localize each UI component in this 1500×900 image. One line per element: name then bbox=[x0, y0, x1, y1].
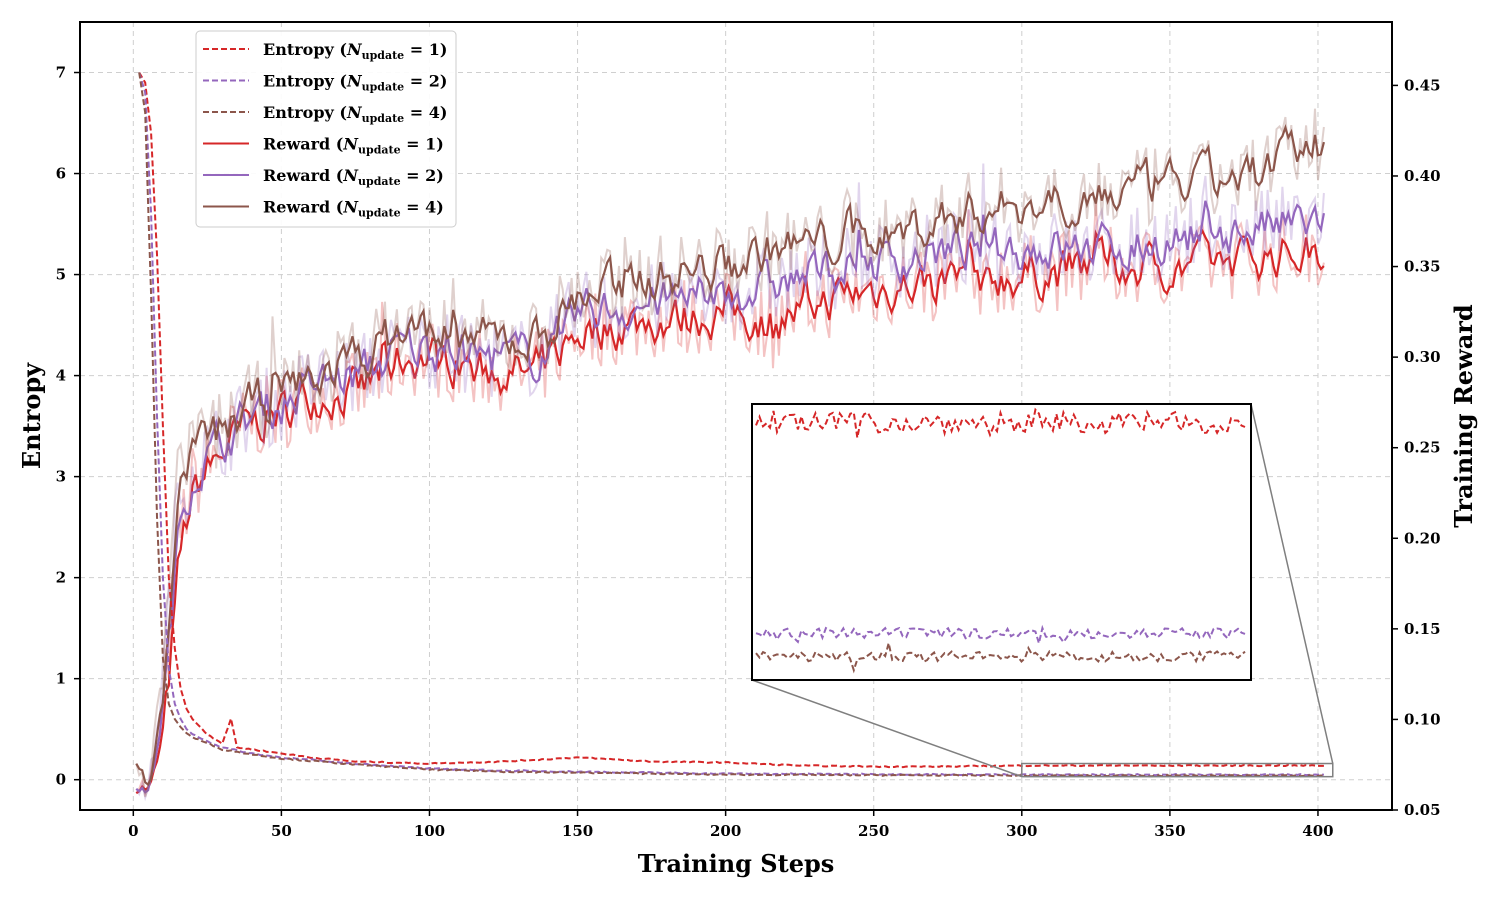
right-axis-title: Training Reward bbox=[1449, 304, 1478, 528]
right-axis-ticks: 0.05 0.10 0.15 0.20 0.25 0.30 0.35 0.40 0.45 bbox=[1392, 76, 1441, 819]
reward-smoothed-line bbox=[135, 124, 1325, 787]
right-tick-label: 0.40 bbox=[1404, 167, 1441, 185]
left-tick-label: 0 bbox=[56, 771, 66, 789]
inset-entropy-line bbox=[755, 624, 1246, 648]
right-tick-label: 0.10 bbox=[1404, 710, 1441, 728]
zoom-source-box bbox=[1021, 762, 1334, 778]
right-tick-label: 0.20 bbox=[1404, 529, 1441, 547]
plot-frame bbox=[79, 21, 1393, 811]
reward-smoothed-line bbox=[135, 228, 1325, 795]
left-tick-label: 1 bbox=[56, 670, 66, 688]
right-tick-label: 0.05 bbox=[1404, 801, 1441, 819]
right-tick-label: 0.35 bbox=[1404, 258, 1441, 276]
entropy-series-group bbox=[138, 71, 1324, 778]
inset-entropy-line bbox=[755, 407, 1246, 438]
legend: Entropy (Nupdate = 1) Entropy (Nupdate = … bbox=[195, 30, 457, 228]
right-tick-label: 0.25 bbox=[1404, 439, 1441, 457]
zoom-connector-line bbox=[751, 679, 1023, 778]
zoom-connector-line bbox=[1250, 403, 1334, 764]
right-tick-label: 0.15 bbox=[1404, 620, 1441, 638]
entropy-dashed-line bbox=[138, 72, 1324, 778]
x-tick-label: 300 bbox=[1006, 822, 1037, 840]
inset-entropy-line bbox=[755, 642, 1246, 674]
legend-label: Reward (Nupdate = 4) bbox=[263, 198, 444, 220]
x-tick-label: 150 bbox=[562, 822, 593, 840]
x-axis-title: Training Steps bbox=[638, 849, 835, 878]
left-tick-label: 7 bbox=[56, 64, 66, 82]
entropy-dashed-line bbox=[138, 71, 1324, 769]
left-tick-label: 5 bbox=[56, 266, 66, 284]
x-tick-label: 50 bbox=[271, 822, 292, 840]
legend-label: Entropy (Nupdate = 4) bbox=[263, 103, 447, 125]
right-tick-label: 0.30 bbox=[1404, 348, 1441, 366]
x-tick-label: 350 bbox=[1154, 822, 1185, 840]
x-tick-label: 0 bbox=[128, 822, 138, 840]
legend-box bbox=[195, 30, 457, 228]
right-tick-label: 0.45 bbox=[1404, 76, 1441, 94]
left-axis-title: Entropy bbox=[17, 362, 46, 469]
inset-plot bbox=[751, 403, 1252, 681]
zoom-indicator bbox=[751, 403, 1334, 778]
left-tick-label: 4 bbox=[56, 367, 66, 385]
left-tick-label: 2 bbox=[56, 569, 66, 587]
legend-label: Entropy (Nupdate = 1) bbox=[263, 40, 447, 62]
reward-series-group bbox=[135, 108, 1325, 802]
left-axis-ticks: 0 1 2 3 4 5 6 7 bbox=[56, 64, 80, 789]
x-axis-ticks: 0 50 100 150 200 250 300 350 400 bbox=[128, 810, 1334, 840]
left-tick-label: 6 bbox=[56, 165, 66, 183]
legend-label: Reward (Nupdate = 2) bbox=[263, 166, 444, 188]
inset-frame bbox=[751, 403, 1252, 681]
legend-label: Reward (Nupdate = 1) bbox=[263, 135, 444, 157]
x-tick-label: 200 bbox=[710, 822, 741, 840]
x-tick-label: 250 bbox=[858, 822, 889, 840]
x-tick-label: 100 bbox=[414, 822, 445, 840]
left-tick-label: 3 bbox=[56, 468, 66, 486]
legend-label: Entropy (Nupdate = 2) bbox=[263, 72, 447, 94]
x-tick-label: 400 bbox=[1302, 822, 1333, 840]
